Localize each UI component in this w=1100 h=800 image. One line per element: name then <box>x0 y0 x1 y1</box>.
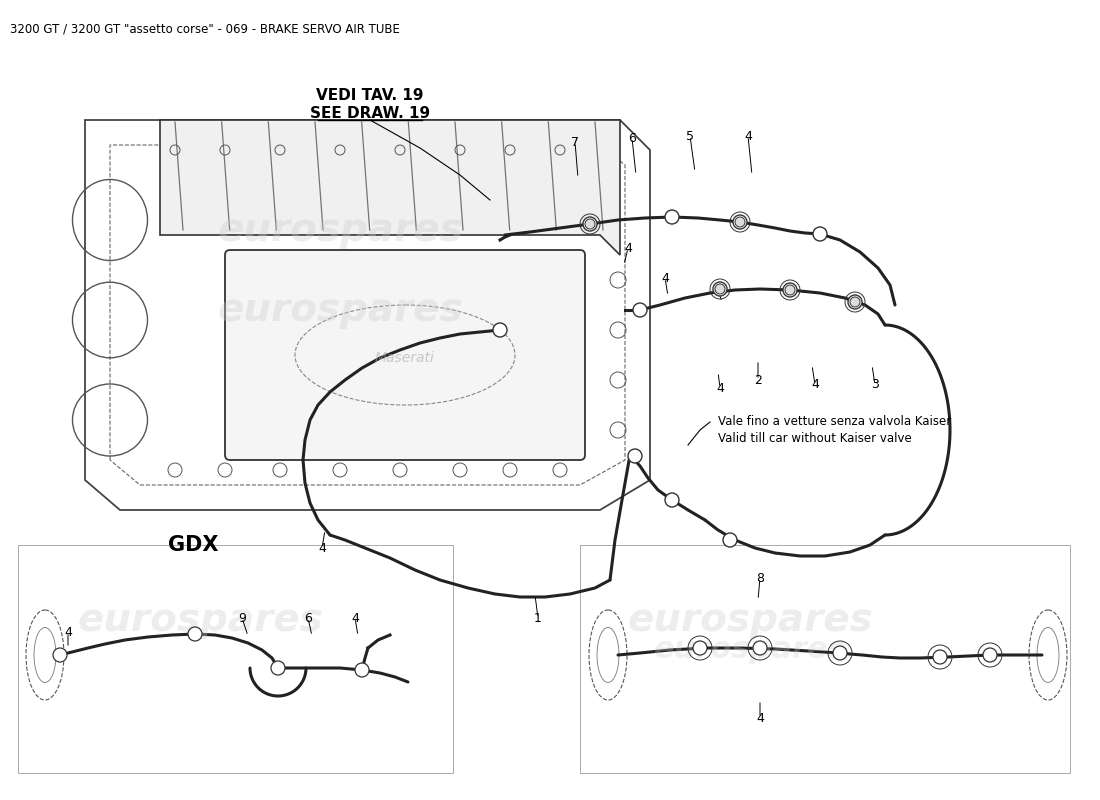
Circle shape <box>713 282 727 296</box>
Text: Maserati: Maserati <box>375 351 434 365</box>
Circle shape <box>933 650 947 664</box>
Text: 4: 4 <box>318 542 326 554</box>
Bar <box>18 545 453 773</box>
Text: eurospares: eurospares <box>77 601 323 639</box>
Text: 4: 4 <box>351 611 359 625</box>
Text: 4: 4 <box>714 283 722 297</box>
Text: 4: 4 <box>744 130 752 142</box>
Circle shape <box>666 210 679 224</box>
Text: 7: 7 <box>571 135 579 149</box>
Circle shape <box>271 661 285 675</box>
Text: eurospares: eurospares <box>627 601 873 639</box>
Circle shape <box>735 217 745 227</box>
Polygon shape <box>160 120 620 255</box>
Circle shape <box>783 283 798 297</box>
Circle shape <box>693 641 707 655</box>
Text: 9: 9 <box>238 611 246 625</box>
Circle shape <box>754 641 767 655</box>
Text: 3: 3 <box>871 378 879 391</box>
Circle shape <box>355 663 368 677</box>
Circle shape <box>848 295 862 309</box>
Circle shape <box>733 215 747 229</box>
Circle shape <box>632 303 647 317</box>
Text: 1: 1 <box>535 611 542 625</box>
Text: 4: 4 <box>716 382 724 394</box>
Text: eurospares: eurospares <box>653 635 846 665</box>
Text: GDX: GDX <box>168 535 219 555</box>
Circle shape <box>628 449 642 463</box>
FancyBboxPatch shape <box>226 250 585 460</box>
Circle shape <box>53 648 67 662</box>
Text: 5: 5 <box>686 130 694 142</box>
Circle shape <box>666 493 679 507</box>
Text: Valid till car without Kaiser valve: Valid till car without Kaiser valve <box>718 432 912 445</box>
Text: 2: 2 <box>755 374 762 386</box>
Text: 4: 4 <box>756 711 763 725</box>
Text: 8: 8 <box>756 571 764 585</box>
Text: SEE DRAW. 19: SEE DRAW. 19 <box>310 106 430 121</box>
Text: eurospares: eurospares <box>217 291 463 329</box>
Text: eurospares: eurospares <box>217 211 463 249</box>
Text: 3200 GT / 3200 GT "assetto corse" - 069 - BRAKE SERVO AIR TUBE: 3200 GT / 3200 GT "assetto corse" - 069 … <box>10 22 400 35</box>
Circle shape <box>583 217 597 231</box>
Text: 6: 6 <box>304 611 312 625</box>
Text: 4: 4 <box>811 378 818 391</box>
Circle shape <box>715 284 725 294</box>
Circle shape <box>813 227 827 241</box>
Circle shape <box>850 297 860 307</box>
Text: Vale fino a vetture senza valvola Kaiser: Vale fino a vetture senza valvola Kaiser <box>718 415 952 428</box>
Circle shape <box>785 285 795 295</box>
Circle shape <box>493 323 507 337</box>
Circle shape <box>188 627 202 641</box>
Text: 4: 4 <box>64 626 72 638</box>
Text: 4: 4 <box>624 242 631 254</box>
Text: 4: 4 <box>661 271 669 285</box>
Circle shape <box>585 219 595 229</box>
Text: 6: 6 <box>628 131 636 145</box>
Circle shape <box>833 646 847 660</box>
Bar <box>580 545 1070 773</box>
Circle shape <box>723 533 737 547</box>
Circle shape <box>983 648 997 662</box>
Text: VEDI TAV. 19: VEDI TAV. 19 <box>317 88 424 103</box>
